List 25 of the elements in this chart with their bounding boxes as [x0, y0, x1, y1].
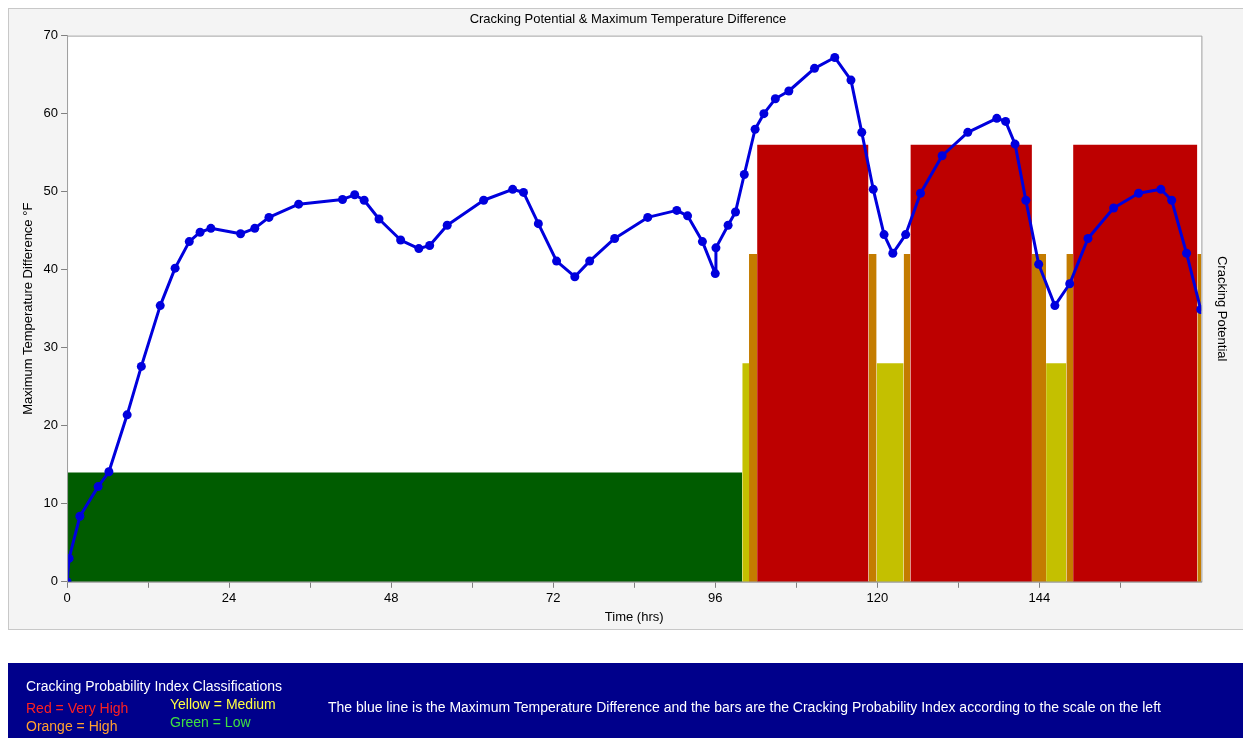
- y-tick-label: 30: [43, 339, 59, 355]
- x-tick-label: 144: [1028, 590, 1051, 606]
- x-tick-label: 96: [708, 590, 723, 606]
- text: Red = Very High: [26, 700, 129, 716]
- y-tick-label: 10: [43, 495, 59, 511]
- y-tick-label: 0: [50, 573, 59, 589]
- chart-title: Cracking Potential & Maximum Temperature Difference: [469, 11, 787, 27]
- y-tick-label: 70: [43, 27, 59, 43]
- text: Yellow = Medium: [170, 696, 276, 712]
- x-axis-title: Time (hrs): [604, 608, 664, 624]
- x-tick-label: 72: [545, 590, 561, 606]
- y-axis-title: Maximum Temperature Difference °F: [20, 202, 36, 415]
- text: Green = Low: [170, 714, 251, 730]
- y-tick-label: 20: [43, 417, 59, 433]
- text: Orange = High: [26, 718, 118, 734]
- text: Cracking Probability Index Classifications: [26, 678, 282, 694]
- y-tick-label: 40: [43, 261, 59, 277]
- y-tick-label: 50: [43, 183, 59, 199]
- x-tick-label: 24: [221, 590, 237, 606]
- text: The blue line is the Maximum Temperature Difference and the bars are the Cracking Probability Index according to the scale on the left: [328, 699, 1161, 715]
- x-tick-label: 48: [383, 590, 399, 606]
- y2-axis-title: Cracking Potential: [1214, 255, 1230, 362]
- x-tick-label: 120: [866, 590, 889, 606]
- y-tick-label: 60: [43, 105, 59, 121]
- x-tick-label: 0: [63, 590, 71, 606]
